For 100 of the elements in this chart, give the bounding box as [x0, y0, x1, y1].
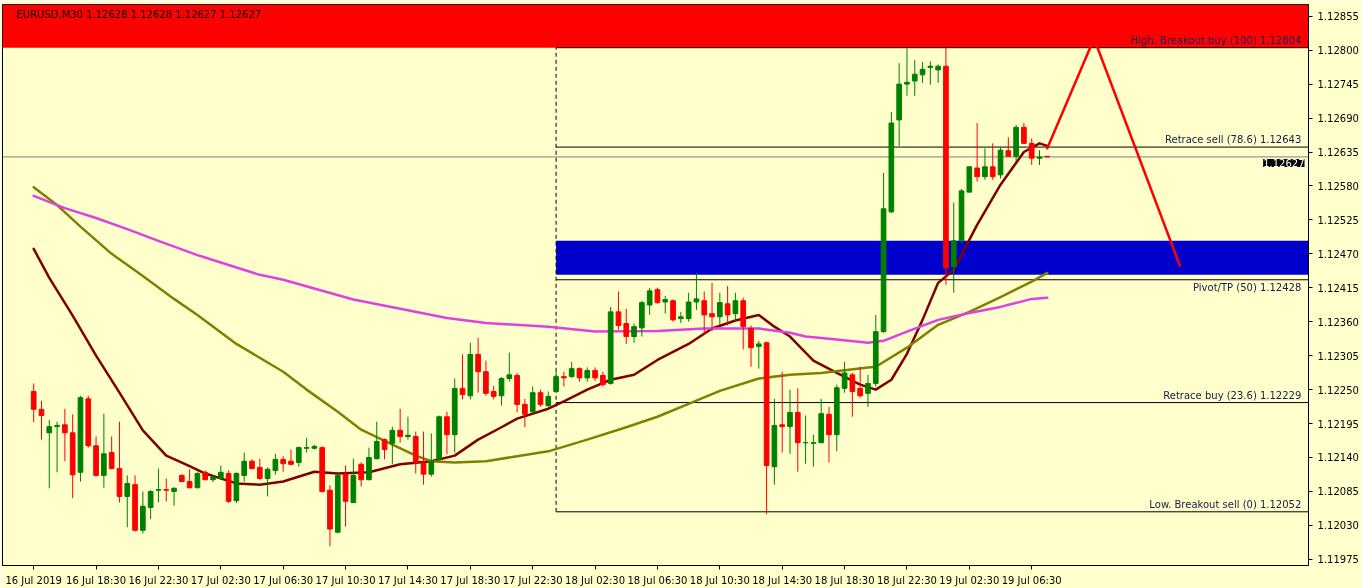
candlestick: [1005, 136, 1012, 158]
candlestick: [904, 47, 910, 97]
x-tick-label: 17 Jul 10:30: [315, 574, 376, 586]
ref-line-label: High. Breakout buy (100) 1.12804: [1130, 34, 1302, 46]
candlestick: [295, 445, 302, 468]
x-tick-label: 17 Jul 02:30: [190, 574, 251, 586]
candlestick: [459, 353, 466, 400]
candlestick: [716, 292, 723, 326]
x-tick-label: 16 Jul 18:30: [66, 574, 127, 586]
candlestick: [358, 461, 364, 487]
candlestick: [732, 292, 739, 323]
candlestick: [420, 431, 427, 486]
candlestick: [646, 287, 653, 316]
y-tick-label: 1.12030: [1317, 520, 1359, 532]
y-tick-label: 1.12250: [1317, 384, 1359, 396]
ref-line-label: Pivot/TP (50) 1.12428: [1193, 281, 1302, 293]
candlestick: [366, 447, 372, 481]
y-tick-label: 1.12085: [1317, 486, 1359, 498]
x-tick-label: 18 Jul 22:30: [876, 574, 937, 586]
candlestick: [701, 290, 708, 336]
candlestick: [709, 282, 715, 332]
line-series: [32, 142, 1049, 486]
x-tick-label: 18 Jul 10:30: [689, 574, 750, 586]
candlestick: [475, 337, 481, 394]
candlestick: [428, 432, 435, 478]
candlestick: [381, 437, 388, 460]
y-tick-label: 1.12140: [1317, 452, 1359, 464]
candlestick: [615, 290, 622, 331]
candlestick: [1021, 122, 1027, 145]
candlestick: [631, 323, 637, 344]
y-tick-label: 1.12415: [1317, 282, 1359, 294]
candlestick: [841, 361, 848, 394]
candlestick: [1028, 137, 1035, 166]
candlestick: [444, 411, 450, 455]
candlestick: [865, 374, 871, 408]
candlestick: [397, 408, 403, 444]
candlestick: [826, 406, 832, 463]
candlestick: [163, 477, 170, 502]
y-tick-label: 1.11975: [1317, 554, 1359, 566]
candlestick: [935, 63, 941, 84]
candlestick: [779, 371, 786, 454]
y-tick-label: 1.12690: [1317, 113, 1359, 125]
y-tick-label: 1.12855: [1317, 11, 1359, 23]
candlestick: [101, 413, 107, 489]
candlestick: [748, 324, 754, 368]
candlestick: [108, 436, 115, 470]
candlestick: [982, 147, 988, 181]
y-tick-label: 1.12470: [1317, 248, 1359, 260]
x-tick-label: 16 Jul 2019: [5, 574, 62, 586]
candlestick: [553, 371, 559, 394]
chart-title: EURUSD.M30 1.12628 1.12628 1.12627 1.12627: [16, 8, 262, 20]
ref-line-label: Retrace sell (78.6) 1.12643: [1164, 134, 1302, 146]
candlestick: [256, 458, 263, 481]
y-tick-label: 1.12305: [1317, 350, 1359, 362]
y-tick-label: 1.12580: [1317, 180, 1359, 192]
y-tick-label: 1.12800: [1317, 45, 1359, 57]
ref-line-label: 1.12627: [1263, 157, 1305, 169]
candlestick: [373, 421, 380, 460]
candlestick: [405, 416, 411, 441]
candlestick: [147, 489, 154, 520]
candlestick: [787, 389, 793, 455]
candlestick: [989, 142, 996, 181]
candlestick: [919, 61, 926, 84]
line-series: [32, 194, 1049, 344]
x-tick-label: 17 Jul 18:30: [440, 574, 501, 586]
candlestick: [54, 421, 60, 473]
x-tick-label: 17 Jul 06:30: [253, 574, 314, 586]
ref-line-label: Retrace buy (23.6) 1.12229: [1163, 389, 1302, 401]
candlestick: [483, 360, 489, 397]
candlestick: [155, 468, 162, 504]
candlestick: [46, 419, 53, 489]
y-tick-label: 1.12525: [1317, 214, 1359, 226]
candlestick: [724, 285, 731, 326]
candlestick: [506, 352, 513, 383]
y-tick-label: 1.12195: [1317, 418, 1359, 430]
candlestick: [623, 308, 630, 345]
candlestick: [124, 474, 131, 528]
x-tick-label: 19 Jul 06:30: [1001, 574, 1062, 586]
candlestick: [693, 272, 700, 311]
candlestick: [241, 452, 248, 483]
x-tick-label: 19 Jul 02:30: [939, 574, 1000, 586]
ref-line-label: Low. Breakout sell (0) 1.12052: [1149, 498, 1302, 510]
candlestick: [171, 486, 177, 507]
candlestick: [974, 122, 980, 183]
candlestick: [389, 426, 396, 465]
y-tick-label: 1.12745: [1317, 79, 1359, 91]
candlestick: [529, 386, 536, 413]
x-tick-label: 18 Jul 14:30: [752, 574, 813, 586]
candlestick: [755, 340, 762, 370]
candlestick: [522, 398, 528, 428]
candlestick: [911, 59, 918, 97]
candlestick: [927, 60, 934, 86]
x-tick-label: 18 Jul 02:30: [565, 574, 626, 586]
x-tick-label: 18 Jul 18:30: [814, 574, 875, 586]
candlestick: [561, 371, 567, 388]
candlestick: [685, 292, 692, 323]
candlestick: [210, 474, 216, 483]
candlestick: [857, 366, 864, 399]
x-tick-label: 18 Jul 06:30: [627, 574, 688, 586]
candlestick: [62, 408, 68, 462]
